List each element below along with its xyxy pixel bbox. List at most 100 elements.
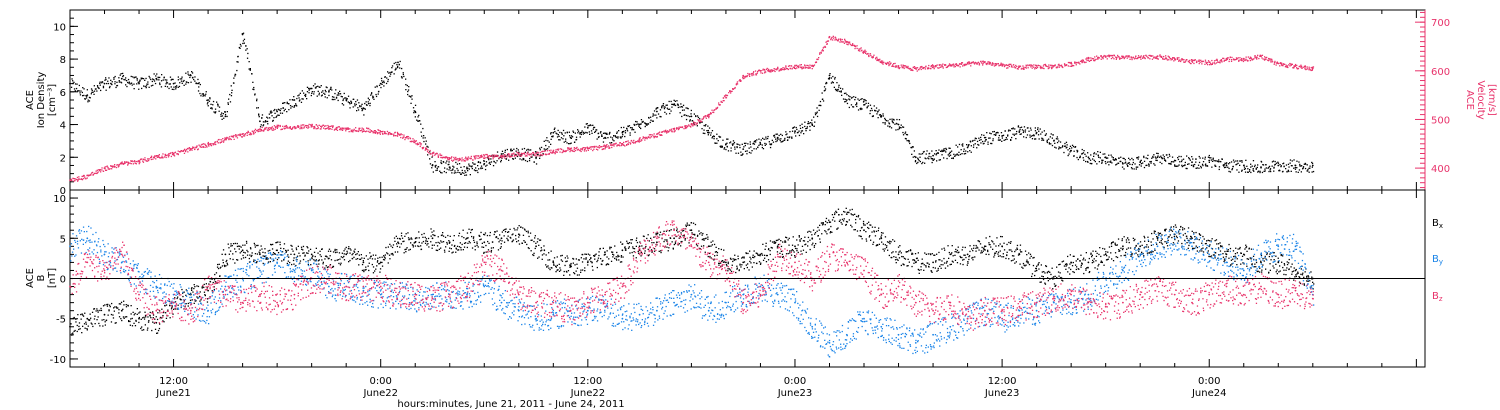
velocity-dot xyxy=(285,125,287,127)
velocity-point xyxy=(983,61,986,63)
velocity-dot xyxy=(1172,57,1174,59)
velocity-dot xyxy=(512,153,514,155)
density-dot xyxy=(101,82,103,84)
density-dot xyxy=(381,80,383,82)
velocity-dot xyxy=(270,127,272,129)
velocity-dot xyxy=(1292,67,1294,69)
velocity-dot xyxy=(545,154,547,156)
density-dot xyxy=(844,98,846,100)
velocity-dot xyxy=(214,141,217,143)
density-dot xyxy=(646,123,648,125)
velocity-dot xyxy=(977,61,980,63)
velocity-dot xyxy=(641,139,643,141)
density-dot xyxy=(909,142,911,145)
velocity-dot xyxy=(285,127,287,129)
density-dot xyxy=(889,125,891,128)
velocity-dot xyxy=(853,44,855,46)
velocity-dot xyxy=(1194,59,1196,61)
density-dot xyxy=(606,132,608,134)
velocity-dot xyxy=(1207,64,1209,66)
density-dot xyxy=(420,131,422,133)
density-dot xyxy=(961,144,963,146)
bx-dot xyxy=(183,291,185,293)
velocity-dot xyxy=(196,145,198,147)
density-dot xyxy=(1006,138,1008,140)
velocity-dot xyxy=(1174,59,1177,61)
density-dot xyxy=(563,135,565,137)
velocity-dot xyxy=(282,125,284,127)
density-dot xyxy=(477,165,479,167)
density-dot xyxy=(780,138,782,140)
density-dot xyxy=(539,147,541,149)
density-dot xyxy=(284,102,286,104)
density-dot xyxy=(197,90,200,92)
density-dot xyxy=(429,151,431,153)
density-dot xyxy=(236,61,238,63)
density-dot xyxy=(306,86,309,88)
density-dot xyxy=(1035,138,1037,140)
velocity-dot xyxy=(353,128,355,130)
density-dot xyxy=(207,105,209,107)
density-dot xyxy=(367,103,370,105)
velocity-dot xyxy=(563,150,565,152)
density-dot xyxy=(1043,130,1045,132)
velocity-dot xyxy=(303,126,305,128)
density-dot xyxy=(460,173,462,175)
velocity-dot xyxy=(197,149,199,151)
density-dot xyxy=(1037,127,1039,129)
velocity-dot xyxy=(191,149,193,151)
bx-dot xyxy=(218,263,220,265)
density-dot xyxy=(349,103,351,105)
velocity-dot xyxy=(1151,58,1154,60)
velocity-dot xyxy=(1017,68,1019,70)
density-dot xyxy=(228,98,230,100)
velocity-dot xyxy=(1204,59,1207,61)
density-dot xyxy=(212,100,215,103)
density-dot xyxy=(1227,163,1230,165)
density-dot xyxy=(660,116,662,118)
density-dot xyxy=(867,105,869,107)
density-dot xyxy=(1007,130,1010,132)
density-dot xyxy=(357,109,360,111)
velocity-dot xyxy=(1102,58,1104,60)
density-dot xyxy=(987,143,989,145)
density-dot xyxy=(315,86,317,88)
density-dot xyxy=(1210,159,1212,161)
velocity-dot xyxy=(363,130,365,132)
velocity-dot xyxy=(514,154,516,157)
density-dot xyxy=(615,136,617,139)
velocity-dot xyxy=(960,63,963,65)
density-dot xyxy=(181,76,183,78)
velocity-dot xyxy=(778,70,780,72)
velocity-dot xyxy=(425,148,427,150)
density-dot xyxy=(298,100,301,102)
velocity-dot xyxy=(1024,66,1027,69)
bx-dot xyxy=(232,258,234,261)
velocity-dot xyxy=(553,152,555,154)
density-dot xyxy=(836,82,838,84)
density-dot xyxy=(889,118,891,120)
velocity-dot xyxy=(1144,57,1146,60)
density-dot xyxy=(546,148,549,150)
bx-dot xyxy=(177,304,179,306)
density-dot xyxy=(1279,164,1281,166)
density-point xyxy=(966,146,969,149)
bx-dot xyxy=(147,316,149,318)
density-dot xyxy=(761,144,763,146)
velocity-dot xyxy=(533,153,535,155)
velocity-dot xyxy=(798,66,800,69)
bx-dot xyxy=(100,307,102,310)
bx-dot xyxy=(203,286,205,289)
velocity-dot xyxy=(735,84,738,86)
density-dot xyxy=(328,94,330,97)
density-dot xyxy=(582,131,585,133)
density-dot xyxy=(455,172,457,174)
density-dot xyxy=(412,107,415,109)
velocity-dot xyxy=(1084,61,1086,64)
density-dot xyxy=(823,86,826,88)
velocity-dot xyxy=(920,66,922,68)
density-dot xyxy=(1212,157,1214,159)
velocity-dot xyxy=(643,137,646,139)
density-dot xyxy=(318,86,320,88)
velocity-dot xyxy=(579,150,581,152)
